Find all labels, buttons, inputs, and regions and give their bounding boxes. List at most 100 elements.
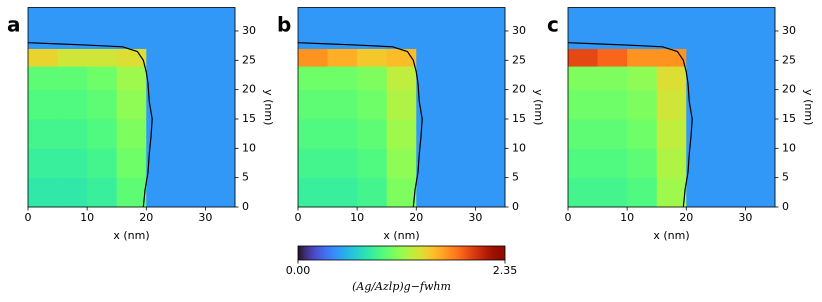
heat-cell [686,66,717,91]
heat-cell [445,148,476,179]
heat-cell [87,89,118,120]
heat-cell [28,48,58,67]
heat-cell [116,89,147,120]
heat-cell [175,7,206,49]
heat-cell [416,48,447,67]
heat-cell [116,7,147,49]
heat-cell [656,7,687,49]
heat-cell [386,118,417,149]
heat-cell [357,48,388,67]
heat-cell [116,66,147,91]
heat-cell [327,48,358,67]
heat-cell [205,118,236,149]
y-tick-label: 30 [242,24,256,37]
heat-cell [116,118,147,149]
heat-cell [327,148,358,179]
heat-cell [298,66,328,91]
y-tick-label: 30 [782,24,796,37]
colorbar-label: (Ag/Azlp)g−fwhm [352,280,451,293]
x-tick-label: 0 [25,211,32,224]
heat-cell [357,7,388,49]
y-axis-label: y (nm) [262,89,275,125]
y-tick-label: 30 [512,24,526,37]
panel-letter: b [277,13,291,37]
heat-cell [597,66,628,91]
heat-cell [386,148,417,179]
heat-cell [416,66,447,91]
y-tick-label: 10 [512,141,526,154]
heat-cell [175,48,206,67]
x-axis-label: x (nm) [113,229,149,242]
y-tick-label: 5 [782,171,789,184]
heat-cell [298,7,328,49]
y-tick-label: 10 [242,141,256,154]
y-tick-label: 5 [242,171,249,184]
heat-cell [205,177,236,208]
heat-cell [146,7,177,49]
heat-cell [445,89,476,120]
y-tick-label: 20 [242,83,256,96]
heat-cell [116,48,147,67]
y-tick-label: 15 [242,112,256,125]
heat-cell [327,177,358,208]
plot-frame [297,7,506,208]
heat-cell [745,48,776,67]
y-tick-label: 20 [782,83,796,96]
heat-cell [715,7,746,49]
heat-cell [475,48,506,67]
heat-cell [386,66,417,91]
x-tick-label: 10 [80,211,94,224]
heat-cell [116,177,147,208]
heat-cell [146,89,177,120]
heat-cell [445,177,476,208]
y-tick-label: 15 [512,112,526,125]
heat-cell [57,177,88,208]
heat-cell [445,7,476,49]
heat-cell [568,66,598,91]
boundary-line [297,42,423,208]
heat-cell [475,7,506,49]
heat-cell [357,177,388,208]
heat-cell [146,177,177,208]
heat-cell [87,118,118,149]
heat-cell [28,89,58,120]
heat-cell [57,48,88,67]
heat-cell [627,48,658,67]
heat-cell [597,118,628,149]
heat-cell [146,66,177,91]
heat-cell [656,177,687,208]
y-tick-label: 0 [782,200,789,213]
heat-cell [416,148,447,179]
heat-cell [57,89,88,120]
heat-cell [205,89,236,120]
heat-cell [475,118,506,149]
heat-cell [568,89,598,120]
heat-cell [205,148,236,179]
heat-cell [745,7,776,49]
heat-cell [327,89,358,120]
heat-cell [627,148,658,179]
boundary-line [567,42,693,208]
x-tick-label: 10 [350,211,364,224]
heat-cell [715,177,746,208]
heat-cell [28,7,58,49]
heat-cell [715,48,746,67]
heat-cell [205,7,236,49]
heat-cell [445,118,476,149]
heat-cell [87,177,118,208]
heat-cell [416,7,447,49]
heat-cell [205,48,236,67]
y-tick-label: 5 [512,171,519,184]
heat-cell [175,66,206,91]
heat-cell [656,48,687,67]
panel-letter: c [547,13,559,37]
heat-cell [386,89,417,120]
heat-cell [175,118,206,149]
heat-cell [298,118,328,149]
heat-cell [745,177,776,208]
heat-cell [597,48,628,67]
y-axis-label: y (nm) [532,89,545,125]
heat-cell [28,118,58,149]
heat-cell [205,66,236,91]
